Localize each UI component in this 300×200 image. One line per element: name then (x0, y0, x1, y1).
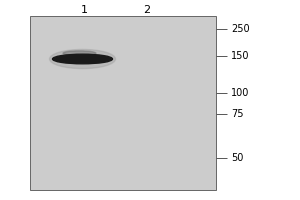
Text: 50: 50 (231, 153, 243, 163)
Ellipse shape (50, 49, 116, 69)
Text: 75: 75 (231, 109, 244, 119)
Ellipse shape (52, 54, 112, 64)
Text: 250: 250 (231, 24, 250, 34)
Bar (30, 16, 216, 190)
Text: 1: 1 (80, 5, 88, 15)
Text: 2: 2 (143, 5, 151, 15)
Text: 150: 150 (231, 51, 250, 61)
Text: 100: 100 (231, 88, 249, 98)
Ellipse shape (63, 51, 96, 56)
